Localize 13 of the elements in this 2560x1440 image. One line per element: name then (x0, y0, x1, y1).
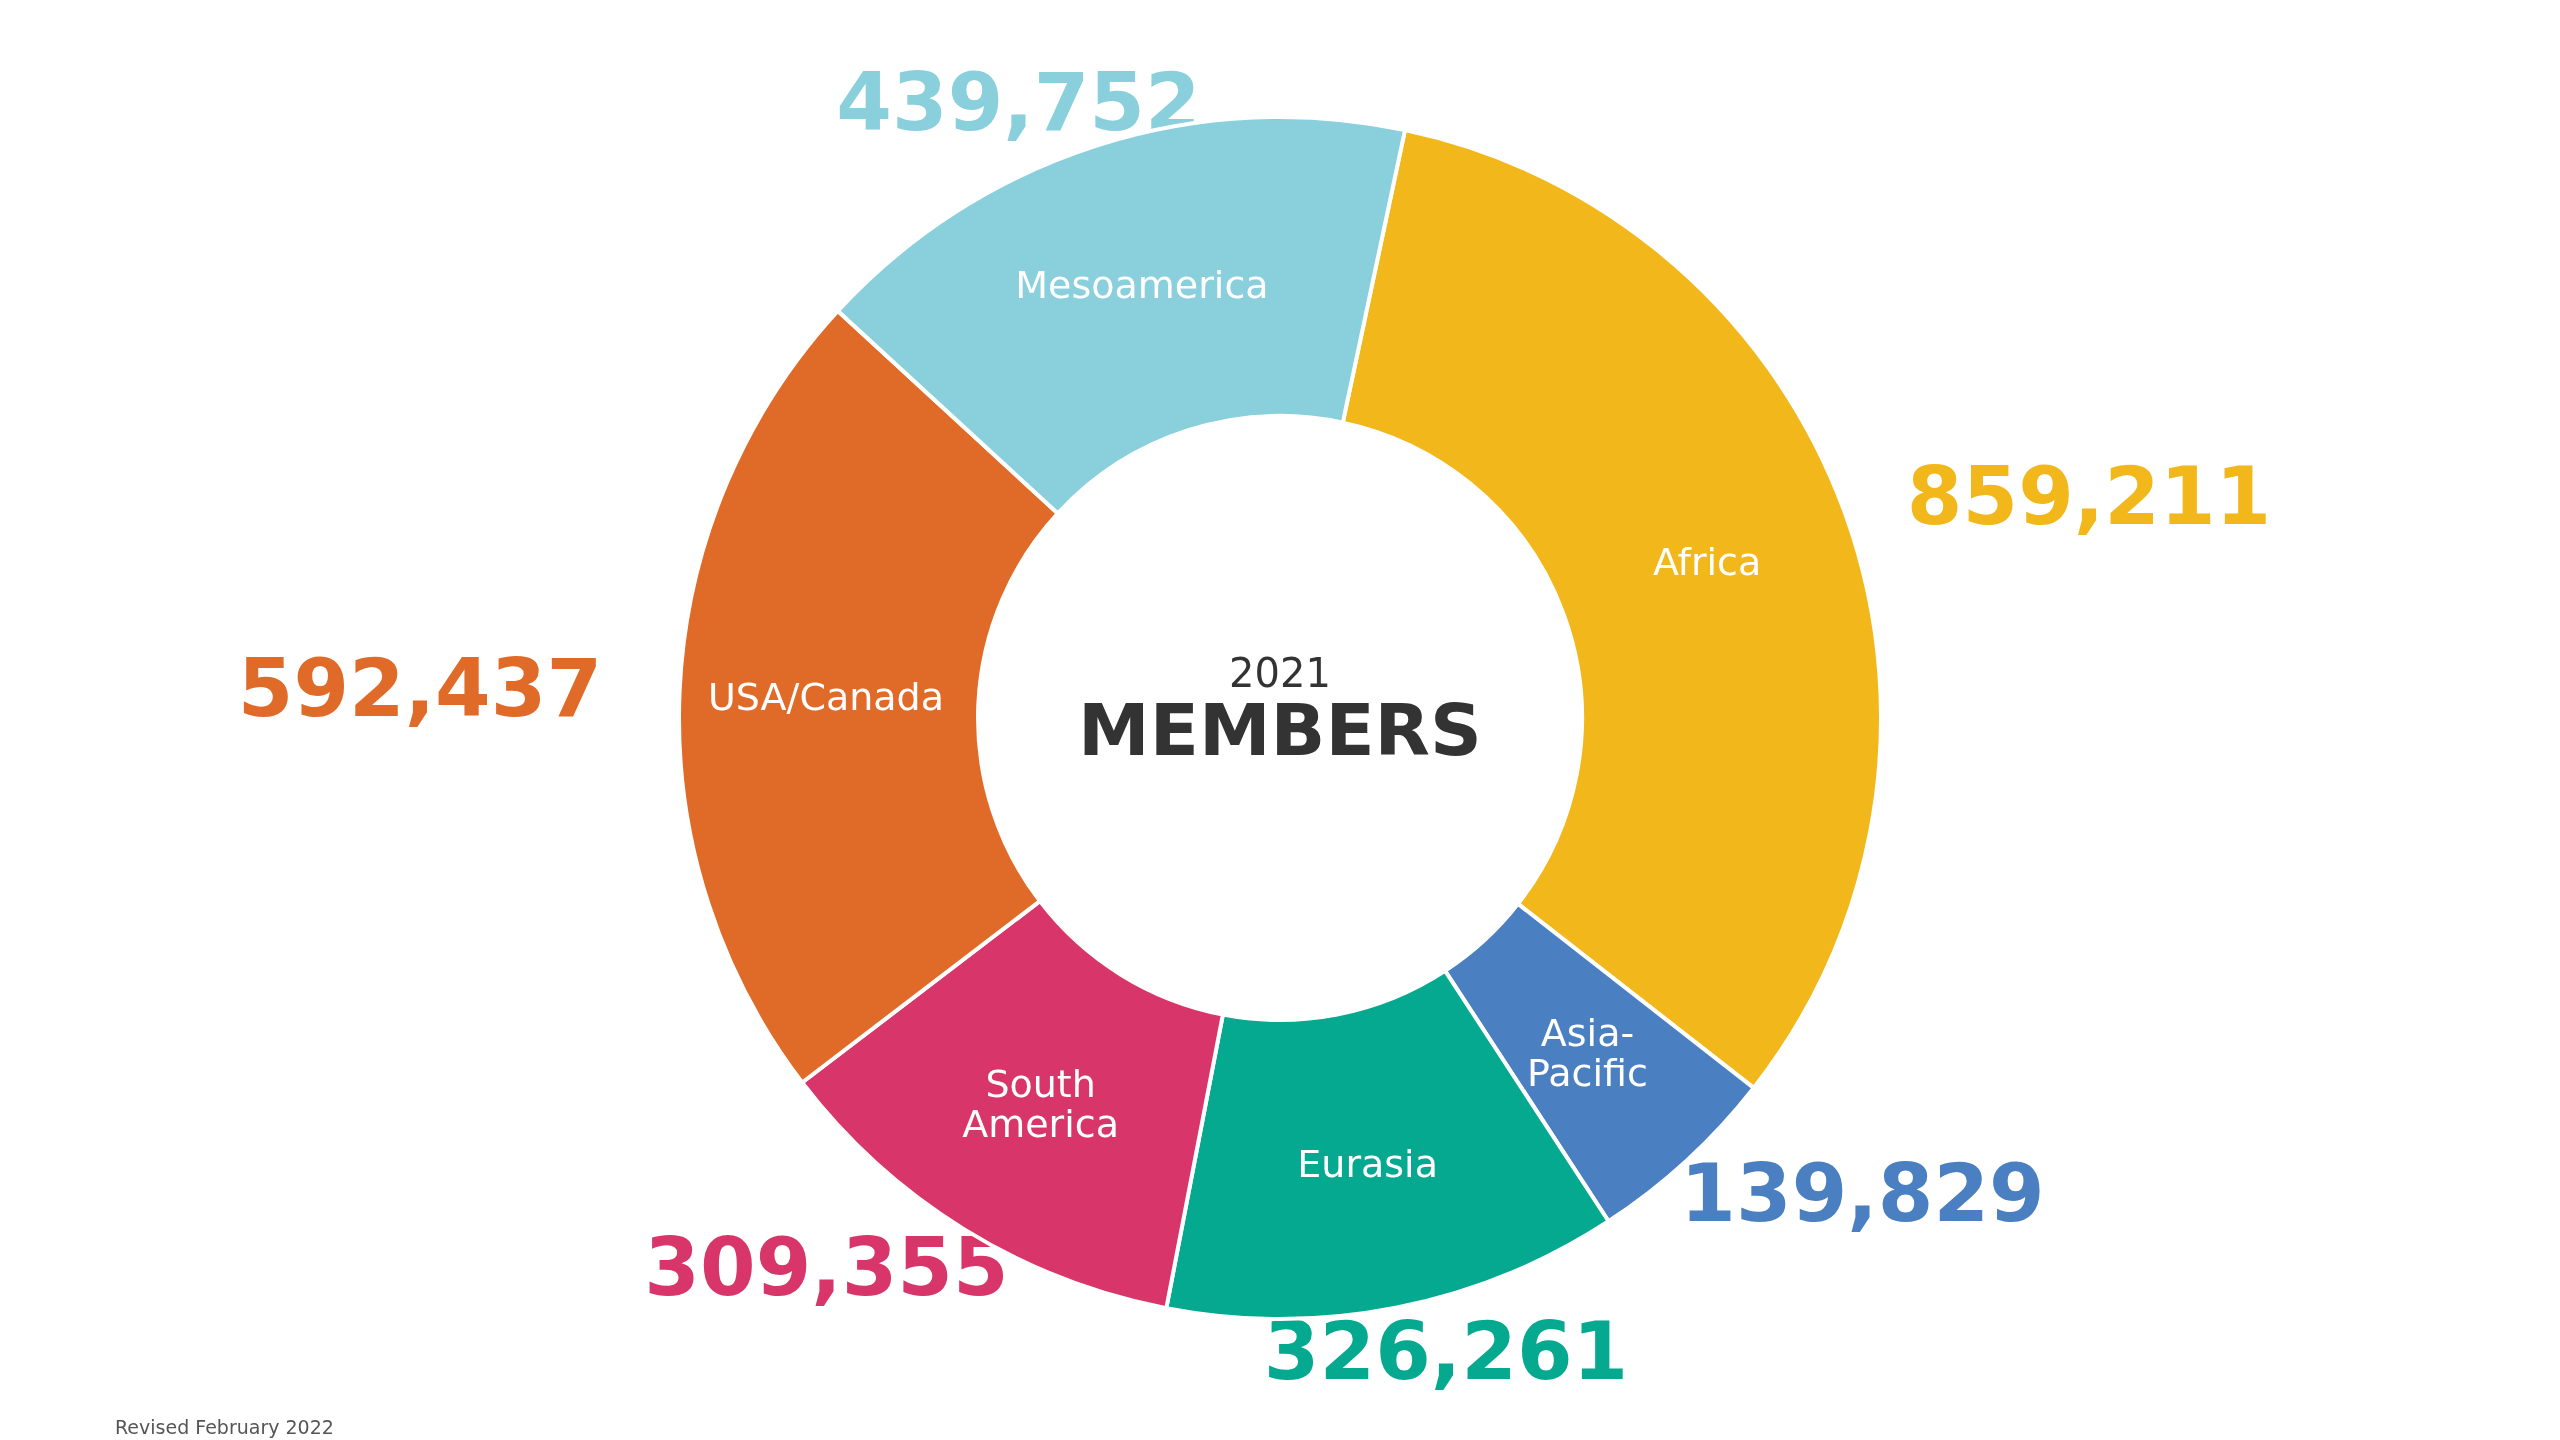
slice-label: Mesoamerica (1015, 262, 1269, 307)
data-label: 309,355 (644, 1220, 1009, 1314)
slice-label: USA/Canada (707, 674, 945, 719)
slice-label: South America (962, 1062, 1119, 1147)
text: Revised February 2022 (115, 1415, 334, 1438)
slice-label: Eurasia (1297, 1141, 1438, 1186)
slice-label: Asia-Pacific (1527, 1010, 1648, 1095)
data-label: 592,437 (237, 641, 603, 735)
slice-label: Africa (1652, 540, 1762, 585)
data-label: 439,752 (836, 56, 1201, 150)
data-label: 139,829 (1680, 1147, 2045, 1241)
data-label: 326,261 (1263, 1305, 1629, 1399)
data-label: 859,211 (1906, 450, 2272, 544)
